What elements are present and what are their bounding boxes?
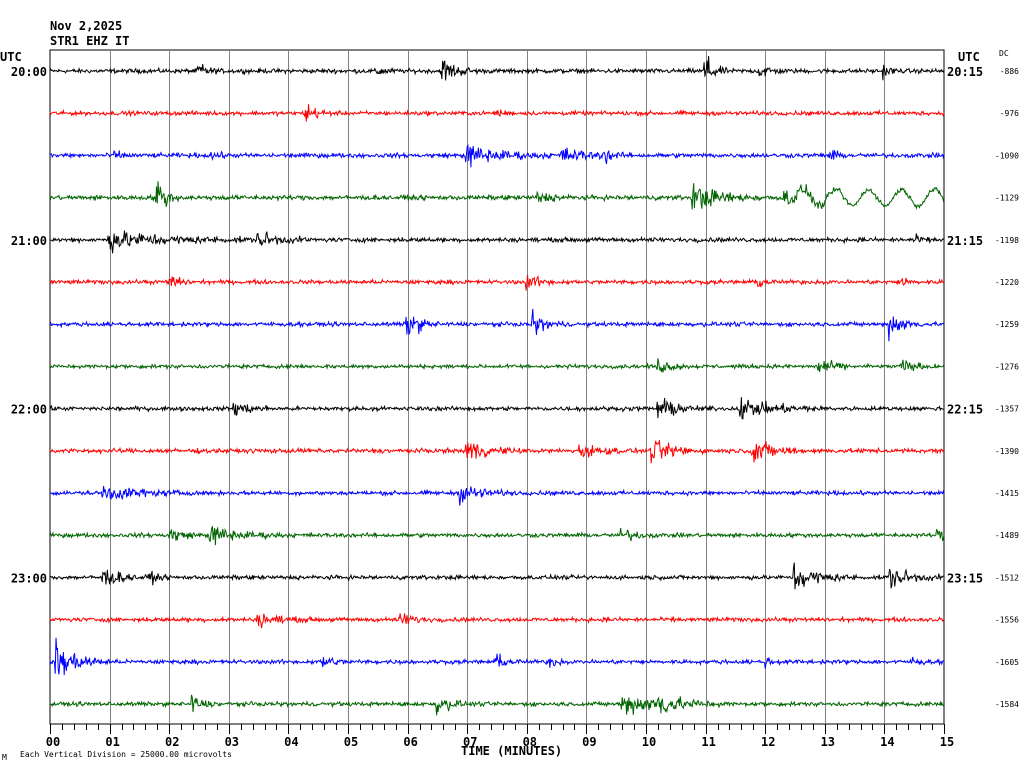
seismic-trace-row-13: [49, 613, 945, 629]
x-tick-label: 01: [105, 735, 119, 749]
seismic-trace-row-6: [49, 308, 945, 342]
dc-offset-label: -1129: [995, 194, 1019, 203]
dc-offset-label: -1357: [995, 405, 1019, 414]
seismic-trace-row-12: [49, 562, 945, 590]
dc-offset-label: -886: [1000, 67, 1019, 76]
dc-offset-label: -1276: [995, 362, 1019, 371]
x-tick-label: 08: [523, 735, 537, 749]
dc-offset-label: -1489: [995, 531, 1019, 540]
seismic-trace-row-5: [49, 274, 945, 291]
dc-offset-label: -1415: [995, 489, 1019, 498]
x-tick-label: 02: [165, 735, 179, 749]
utc-left-label: UTC: [0, 50, 22, 64]
seismic-trace-row-4: [49, 230, 945, 254]
x-tick-label: 05: [344, 735, 358, 749]
time-label-right: 20:15: [947, 65, 983, 79]
seismic-trace-row-9: [49, 440, 945, 464]
x-axis-label: TIME (MINUTES): [461, 744, 563, 758]
hour-label-left: 20:00: [11, 65, 47, 79]
corner-mark: M: [2, 753, 7, 762]
hour-label-left: 23:00: [11, 571, 47, 585]
hour-label-left: 21:00: [11, 234, 47, 248]
time-label-right: 22:15: [947, 403, 983, 417]
dc-offset-label: -1220: [995, 278, 1019, 287]
seismic-trace-row-7: [49, 358, 945, 373]
x-tick-label: 04: [284, 735, 298, 749]
date-label: Nov 2,2025: [50, 19, 123, 33]
x-tick-label: 00: [46, 735, 60, 749]
vertical-division-note: Each Vertical Division = 25000.00 microv…: [20, 750, 232, 759]
dc-offset-label: -1090: [995, 151, 1019, 160]
dc-offset-label: -1584: [995, 700, 1019, 709]
hour-label-left: 22:00: [11, 403, 47, 417]
x-tick-label: 06: [403, 735, 417, 749]
plot-frame: [49, 49, 945, 725]
dc-offset-label: -1390: [995, 447, 1019, 456]
seismic-trace-row-10: [49, 485, 945, 506]
x-tick-label: 10: [642, 735, 656, 749]
seismic-trace-row-15: [49, 694, 945, 716]
x-tick-label: 09: [582, 735, 596, 749]
seismic-trace-row-0: [49, 55, 945, 81]
seismic-trace-row-1: [49, 104, 945, 122]
x-tick-label: 14: [880, 735, 894, 749]
seismic-trace-row-8: [49, 397, 945, 420]
x-tick-label: 15: [940, 735, 954, 749]
seismic-trace-row-14: [49, 637, 945, 676]
dc-offset-label: -976: [1000, 109, 1019, 118]
seismic-trace-row-11: [49, 525, 945, 546]
dc-label: DC: [999, 49, 1009, 58]
x-tick-label: 12: [761, 735, 775, 749]
x-tick-label: 03: [225, 735, 239, 749]
time-label-right: 21:15: [947, 234, 983, 248]
dc-offset-label: -1259: [995, 320, 1019, 329]
x-tick-label: 07: [463, 735, 477, 749]
utc-right-label: UTC: [958, 50, 980, 64]
time-label-right: 23:15: [947, 571, 983, 585]
dc-offset-label: -1556: [995, 616, 1019, 625]
x-tick-label: 11: [701, 735, 715, 749]
dc-offset-label: -1198: [995, 236, 1019, 245]
dc-offset-label: -1512: [995, 573, 1019, 582]
dc-offset-label: -1605: [995, 658, 1019, 667]
station-label: STR1 EHZ IT: [50, 34, 130, 48]
seismic-trace-row-3: [49, 181, 945, 210]
seismic-trace-row-2: [50, 143, 945, 168]
x-tick-label: 13: [821, 735, 835, 749]
